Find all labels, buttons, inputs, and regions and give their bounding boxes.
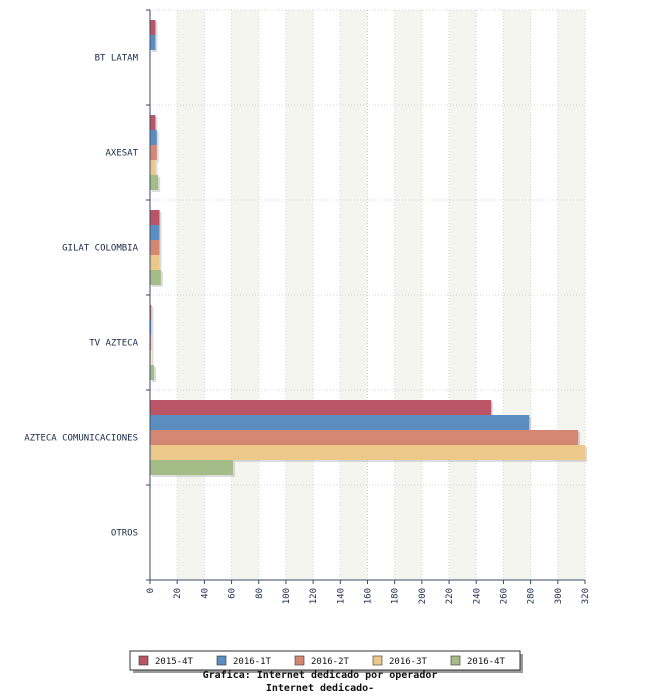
bar-bt-latam-2015-4t bbox=[150, 20, 156, 35]
category-label-tv-azteca: TV AZTECA bbox=[89, 339, 138, 349]
tick-label: 60 bbox=[228, 588, 238, 599]
tick-label: 120 bbox=[309, 588, 319, 604]
bar-shadow bbox=[152, 337, 154, 352]
tick-labels: 0 20 40 60 80 100 120 140 160 180 200 220 240 260 280 3… bbox=[146, 588, 591, 604]
bar-gilat-colombia-2016-3t bbox=[150, 255, 160, 270]
tick-label: 260 bbox=[499, 588, 509, 604]
axes bbox=[146, 9, 586, 584]
bar-azteca-comunicaciones-2016-3t bbox=[150, 445, 585, 460]
legend-label-2016-3t: 2016-3T bbox=[389, 657, 428, 667]
bar-azteca-comunicaciones-2016-2t bbox=[150, 430, 579, 445]
tick-label: 0 bbox=[146, 588, 156, 593]
bar-azteca-comunicaciones-2016-4t bbox=[150, 460, 233, 475]
category-label-gilat-colombia: GILAT COLOMBIA bbox=[62, 244, 138, 254]
legend-swatch-2016-1t bbox=[216, 655, 227, 666]
tick-label: 160 bbox=[364, 588, 374, 604]
bar-tv-azteca-2016-1t bbox=[150, 320, 152, 335]
bar-axesat-2016-1t bbox=[150, 130, 157, 145]
category-label-azteca-comunicaciones: AZTECA COMUNICACIONES bbox=[24, 434, 138, 444]
category-label-otros: OTROS bbox=[111, 529, 138, 539]
bar-gilat-colombia-2016-1t bbox=[150, 225, 160, 240]
legend-label-2016-2t: 2016-2T bbox=[311, 657, 350, 667]
category-label-axesat: AXESAT bbox=[105, 149, 138, 159]
bar-axesat-2016-3t bbox=[150, 160, 156, 175]
bar-tv-azteca-2015-4t bbox=[150, 305, 152, 320]
tick-label: 200 bbox=[418, 588, 428, 604]
bar-axesat-2015-4t bbox=[150, 115, 156, 130]
plot-band bbox=[340, 10, 368, 580]
chart-subtitle: Internet dedicado- bbox=[266, 682, 374, 694]
tick-label: 20 bbox=[173, 588, 183, 599]
tick-label: 240 bbox=[472, 588, 482, 604]
bar-axesat-2016-4t bbox=[150, 175, 159, 190]
tick-label: 100 bbox=[282, 588, 292, 604]
bar-gilat-colombia-2016-4t bbox=[150, 270, 161, 285]
tick-label: 180 bbox=[391, 588, 401, 604]
bar-azteca-comunicaciones-2015-4t bbox=[150, 400, 492, 415]
legend: 2015-4T 2016-1T 2016-2T 2016-3T 2016-4T bbox=[129, 650, 523, 673]
bar-bt-latam-2016-1t bbox=[150, 35, 156, 50]
bar-shadow bbox=[152, 307, 154, 322]
legend-box bbox=[129, 650, 521, 671]
bar-shadow bbox=[152, 322, 154, 337]
plot-band bbox=[285, 10, 314, 580]
bar-gilat-colombia-2016-2t bbox=[150, 240, 160, 255]
legend-label-2015-4t: 2015-4T bbox=[155, 657, 194, 667]
bar-tv-azteca-2016-4t bbox=[150, 365, 155, 380]
bar-axesat-2016-2t bbox=[150, 145, 157, 160]
legend-swatch-2016-3t bbox=[372, 655, 383, 666]
tick-label: 80 bbox=[255, 588, 265, 599]
category-labels: BT LATAM AXESAT GILAT COLOMBIA TV AZTECA AZT… bbox=[24, 54, 138, 539]
bar-shadow bbox=[152, 352, 154, 367]
bars bbox=[150, 20, 587, 477]
legend-swatch-2016-4t bbox=[450, 655, 461, 666]
bar-azteca-comunicaciones-2016-1t bbox=[150, 415, 530, 430]
tick-label: 300 bbox=[554, 588, 564, 604]
plot-band bbox=[557, 10, 585, 580]
tick-label: 140 bbox=[336, 588, 346, 604]
legend-swatch-2015-4t bbox=[138, 655, 149, 666]
plot-band bbox=[177, 10, 205, 580]
bar-tv-azteca-2016-3t bbox=[150, 350, 152, 365]
tick-label: 220 bbox=[445, 588, 455, 604]
chart-title: Grafica: Internet dedicado por operador bbox=[203, 669, 438, 681]
legend-label-2016-4t: 2016-4T bbox=[467, 657, 506, 667]
legend-label-2016-1t: 2016-1T bbox=[233, 657, 272, 667]
tick-label: 280 bbox=[527, 588, 537, 604]
plot-band bbox=[231, 10, 259, 580]
tick-label: 320 bbox=[581, 588, 591, 604]
category-label-bt-latam: BT LATAM bbox=[95, 54, 139, 64]
legend-swatch-2016-2t bbox=[294, 655, 305, 666]
tick-label: 40 bbox=[200, 588, 210, 599]
bar-gilat-colombia-2015-4t bbox=[150, 210, 160, 225]
bar-tv-azteca-2016-2t bbox=[150, 335, 152, 350]
